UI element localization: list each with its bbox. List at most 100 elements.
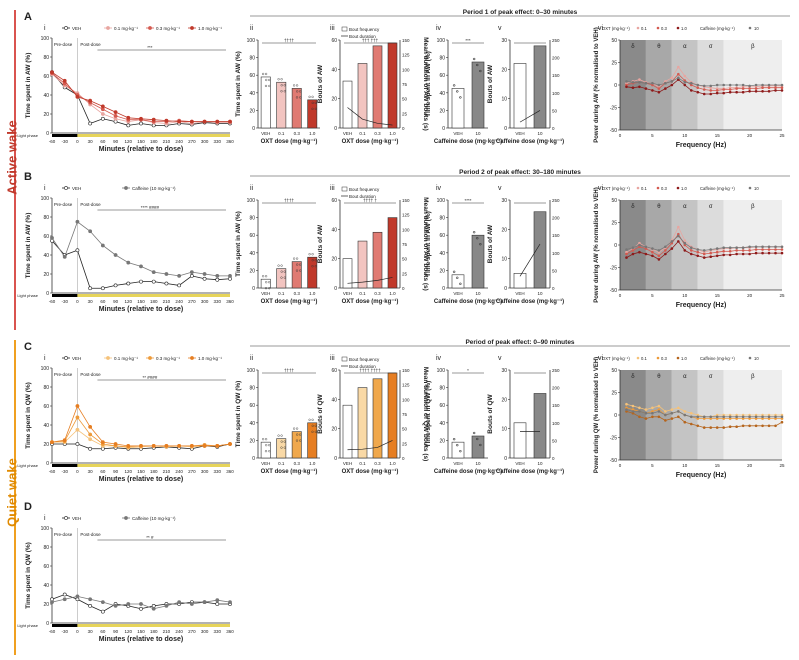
spectrum-point [722, 415, 725, 419]
panel-ii-y-tick-label: 40 [249, 91, 255, 97]
panel-iii-bar [357, 63, 368, 129]
panel-iv-dot [459, 96, 462, 99]
panel-ii-dot [265, 281, 268, 284]
spectrum-point [696, 424, 700, 428]
time-tick-label: 180 [150, 139, 158, 144]
series-point [88, 432, 93, 437]
panel-i-y-tick-label: 40 [43, 423, 49, 429]
panel-ii-dot [308, 253, 311, 256]
time-tick-label: 240 [175, 299, 183, 304]
panel-ii-dot [283, 276, 286, 279]
spectrum-point [780, 420, 784, 424]
spectrum-point [631, 411, 635, 415]
spectrum-point [735, 413, 738, 417]
time-tick-label: 30 [88, 629, 94, 634]
spectrum-point [780, 89, 784, 92]
spectrum-point [696, 417, 700, 420]
legend-bout-freq-swatch [341, 186, 348, 192]
panel-i-y-tick-label: 40 [43, 93, 49, 99]
spectrum-point [748, 413, 751, 417]
panel-v-cat-label: VEH [515, 461, 524, 466]
legend-marker [148, 356, 152, 360]
time-tick-label: 270 [188, 299, 196, 304]
panel-ii-dot [296, 427, 299, 430]
spectrum-point [657, 415, 661, 419]
panel-i-y-tick-label: 80 [43, 545, 49, 551]
legend-label: Caffeine (10 mg·kg⁻¹) [132, 516, 176, 521]
spectrum-point [754, 251, 758, 255]
spectrum-point [780, 86, 784, 89]
panel-ii-dot [280, 434, 283, 437]
series-point [62, 597, 67, 602]
panel-iii-ylabel-r: Mean duration of QW bouts (s) [422, 367, 429, 462]
spectrum-point [767, 415, 771, 419]
band-label: θ [657, 374, 661, 380]
panel-iii-sig: †††† †††† [359, 368, 381, 373]
spectrum-point [774, 83, 777, 87]
spectrum-point [728, 246, 732, 249]
spectrum-point [631, 81, 635, 84]
panel-sub-iv: iv [436, 185, 442, 192]
time-tick-label: 30 [88, 299, 94, 304]
spectrum-point [696, 90, 700, 94]
panel-v-r-tick-label: 250 [552, 198, 560, 203]
series-point [113, 442, 118, 446]
spectrum-point [715, 89, 719, 92]
spectrum-point [761, 90, 764, 93]
panel-v-r-tick-label: 0 [552, 286, 555, 291]
panel-iii-bar [357, 240, 368, 289]
spectrum-point [644, 252, 648, 256]
spectrum-point [651, 247, 654, 250]
series-point [88, 604, 93, 608]
panel-v-r-tick-label: 200 [552, 386, 560, 391]
spectrum-point [754, 424, 758, 428]
spectrum-point [631, 404, 635, 408]
spectrum-point [644, 408, 648, 411]
series-point [100, 440, 105, 445]
panel-i-D: 0 20 40 60 80 100 Light phase -60 -30 0 30 60 90 120 1… [17, 501, 234, 643]
panel-iii-r-tick-label: 25 [402, 441, 408, 446]
panel-v-y-tick-label: 10 [501, 257, 507, 263]
spectrum-point [677, 415, 680, 419]
spectrum-point [722, 83, 725, 87]
legend-bout-freq-swatch [341, 26, 348, 32]
series-point [88, 121, 93, 126]
spectrum-point [631, 249, 635, 252]
spectrum-point [722, 253, 725, 257]
spectrum-point [683, 420, 687, 424]
spectrum-point [761, 415, 764, 419]
time-tick-label: 60 [100, 469, 106, 474]
legend-vi-item: 1.0 [681, 356, 687, 361]
panel-iii-cat-label: VEH [343, 291, 352, 296]
legend-vi-label: OXT (mg·kg⁻¹) [602, 26, 630, 31]
spectrum-point [670, 408, 674, 411]
spectrum-point [774, 424, 777, 428]
time-tick-label: 30 [88, 469, 94, 474]
freq-tick-label: 10 [682, 463, 688, 468]
freq-tick-label: 15 [715, 133, 721, 138]
panel-ii-dot [268, 444, 271, 447]
panel-i-y-tick-label: 60 [43, 404, 49, 410]
post-dose-label: Post-dose [80, 532, 101, 537]
spectrum-point [761, 413, 764, 417]
pre-dose-label: Pre-dose [54, 42, 73, 47]
spectrum-point [683, 243, 687, 247]
spectrum-point [715, 83, 719, 87]
panel-iii-cat-label: 0.1 [359, 131, 366, 136]
series-point [189, 443, 194, 448]
panel-v-r-tick-label: 50 [552, 268, 558, 273]
panel-sub-ii: ii [250, 355, 254, 362]
panel-iii-r-tick-label: 0 [402, 286, 405, 291]
panel-i-y-tick-label: 80 [43, 55, 49, 61]
panel-ii-y-tick-label: 80 [249, 56, 255, 62]
legend-vi-marker [676, 26, 680, 30]
spectrum-point [748, 415, 751, 419]
legend-label: 0.1 mg·kg⁻¹ [114, 356, 138, 361]
spectrum-point [767, 413, 771, 417]
series-point [75, 427, 80, 432]
panel-ii-dot [283, 440, 286, 443]
panel-ii-sig: †††† [284, 198, 295, 203]
panel-ii-y-tick-label: 0 [252, 286, 255, 292]
period-header: Period of peak effect: 0–90 minutes [250, 339, 790, 347]
panel-ii-cat-label: 0.1 [278, 461, 285, 466]
